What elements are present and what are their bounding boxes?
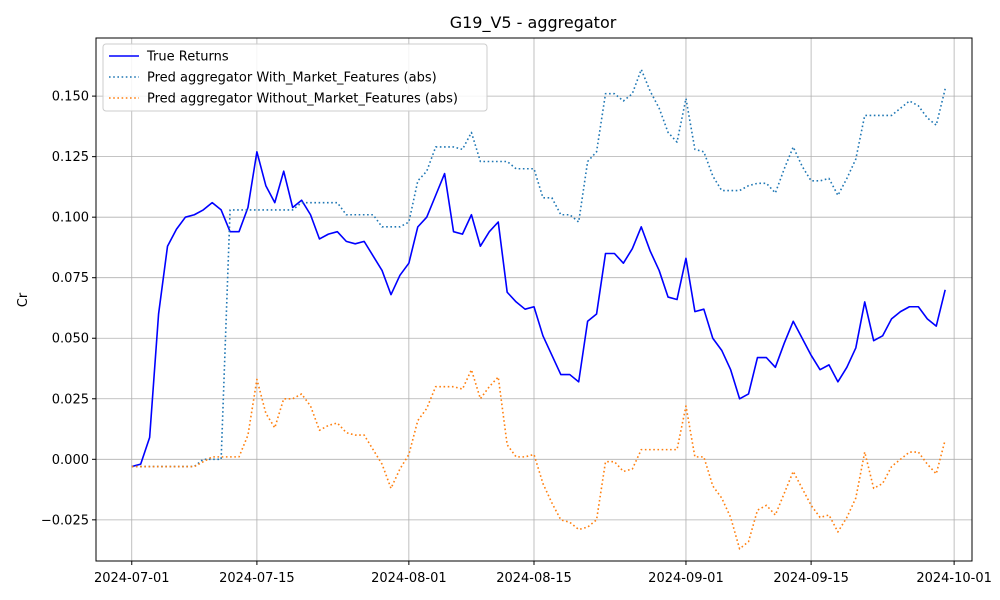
y-tick-label: 0.000 (52, 453, 89, 468)
legend-label-0: True Returns (146, 50, 229, 65)
axis-ticks: 2024-07-01 2024-07-15 2024-08-01 2024-08-15… (41, 90, 992, 586)
series-layer (131, 68, 946, 550)
series-line-2 (131, 368, 946, 550)
x-tick-label: 2024-07-01 (94, 571, 170, 586)
legend-label-1: Pred aggregator With_Market_Features (ab… (147, 71, 437, 86)
chart-title: G19_V5 - aggregator (450, 13, 617, 33)
x-tick-label: 2024-09-01 (648, 571, 724, 586)
x-tick-label: 2024-10-01 (916, 571, 992, 586)
y-tick-label: 0.025 (52, 392, 89, 407)
x-tick-label: 2024-08-15 (496, 571, 572, 586)
series-line-0 (131, 151, 946, 468)
y-tick-label: −0.025 (41, 513, 89, 528)
x-tick-label: 2024-07-15 (219, 571, 295, 586)
y-tick-label: 0.075 (52, 271, 89, 286)
y-tick-label: 0.050 (52, 332, 89, 347)
y-tick-label: 0.100 (52, 211, 89, 226)
legend: True Returns Pred aggregator With_Market_… (102, 43, 488, 112)
series-line-1 (131, 68, 946, 468)
y-tick-label: 0.125 (52, 150, 89, 165)
grid (96, 38, 972, 561)
legend-box (102, 43, 488, 112)
legend-label-2: Pred aggregator Without_Market_Features … (147, 92, 458, 107)
x-tick-label: 2024-09-15 (773, 571, 849, 586)
y-tick-label: 0.150 (52, 90, 89, 105)
y-axis-label: Cr (16, 292, 31, 307)
x-tick-label: 2024-08-01 (371, 571, 447, 586)
